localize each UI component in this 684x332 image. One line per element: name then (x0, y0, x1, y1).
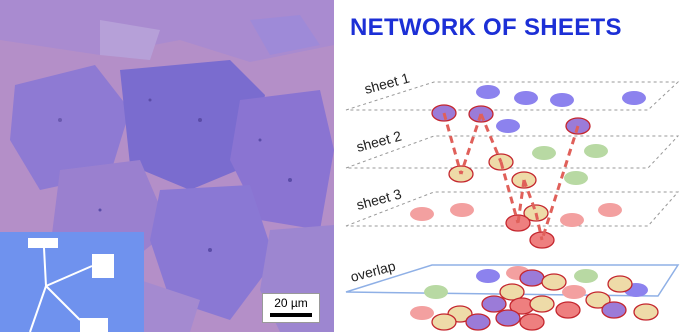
particle (198, 118, 202, 122)
overlap-dot (574, 269, 598, 283)
particle (148, 98, 152, 102)
electrode-lead (29, 285, 47, 332)
electrode-pad (80, 318, 108, 332)
device-inset (0, 232, 144, 332)
overlap-dot (476, 269, 500, 283)
layer-label-sheet-1: sheet 1 (363, 70, 412, 97)
sheet-network-diagram: sheet 1 sheet 2 sheet 3 overlap (345, 70, 680, 331)
connection-line (540, 125, 580, 241)
sheet-1-dot (496, 119, 520, 133)
scale-bar-line (270, 313, 312, 317)
overlap-combined-dot (499, 283, 525, 301)
particle (208, 248, 212, 252)
particle (288, 178, 292, 182)
layer-label-sheet-3: sheet 3 (355, 186, 404, 213)
flake (0, 0, 334, 62)
overlap-combined-dot (519, 313, 545, 331)
layer-label-overlap: overlap (349, 258, 398, 285)
overlap-dot (424, 285, 448, 299)
overlap-combined-dot (519, 269, 545, 287)
micrograph-panel: 20 µm (0, 0, 334, 332)
overlap-combined-dot (633, 303, 659, 321)
sheet-3-dot (598, 203, 622, 217)
flake (150, 185, 275, 320)
overlap-combined-dot (529, 295, 555, 313)
sheet-2-dot (532, 146, 556, 160)
overlap-combined-dot (481, 295, 507, 313)
connection-line (499, 161, 520, 224)
particle (98, 208, 102, 212)
flake (230, 90, 334, 230)
overlap-combined-dot (555, 301, 581, 319)
micrograph-image (0, 0, 334, 332)
particle (258, 138, 262, 142)
connection-line (479, 113, 503, 163)
sheet-3-plane (345, 191, 680, 227)
sheet-2-dot (564, 171, 588, 185)
overlap-combined-dot (607, 275, 633, 293)
sheet-1-dot (622, 91, 646, 105)
overlap-combined-dot (541, 273, 567, 291)
overlap-dot (562, 285, 586, 299)
figure-title: NETWORK OF SHEETS (350, 14, 622, 41)
flake (100, 20, 160, 60)
scale-bar-label: 20 µm (274, 296, 308, 310)
sheet-1-dot (550, 93, 574, 107)
connections (442, 112, 580, 241)
sheet-3-dot (560, 213, 584, 227)
connection-line (459, 113, 483, 175)
connection-line (534, 212, 544, 241)
scale-bar: 20 µm (262, 293, 320, 323)
layer-label-sheet-2: sheet 2 (355, 128, 404, 155)
overlap-plane (345, 264, 680, 297)
flake (130, 280, 200, 332)
overlap-combined-dot (465, 313, 491, 331)
electrode-pad (92, 254, 114, 278)
electrode-lead (45, 285, 81, 321)
sheet-1-dot (476, 85, 500, 99)
sheet-2-plane (345, 135, 680, 169)
overlap-cluster (431, 269, 659, 331)
flake (250, 15, 320, 55)
overlap-combined-dot (431, 313, 457, 331)
sheet-3-dot (450, 203, 474, 217)
overlap-combined-dot (585, 291, 611, 309)
sheet-3-dot (410, 207, 434, 221)
flake (10, 65, 130, 190)
flake (120, 60, 265, 190)
connection-line (516, 179, 526, 224)
sheet-1-dot (514, 91, 538, 105)
sheet-1-plane (345, 81, 680, 111)
particle (58, 118, 62, 122)
overlap-dot (410, 306, 434, 320)
connection-line (522, 179, 538, 214)
connection-line (442, 112, 463, 175)
overlap-combined-dot (601, 301, 627, 319)
overlap-combined-dot (495, 309, 521, 327)
electrode-pad (28, 238, 58, 248)
sheet-2-dot (584, 144, 608, 158)
